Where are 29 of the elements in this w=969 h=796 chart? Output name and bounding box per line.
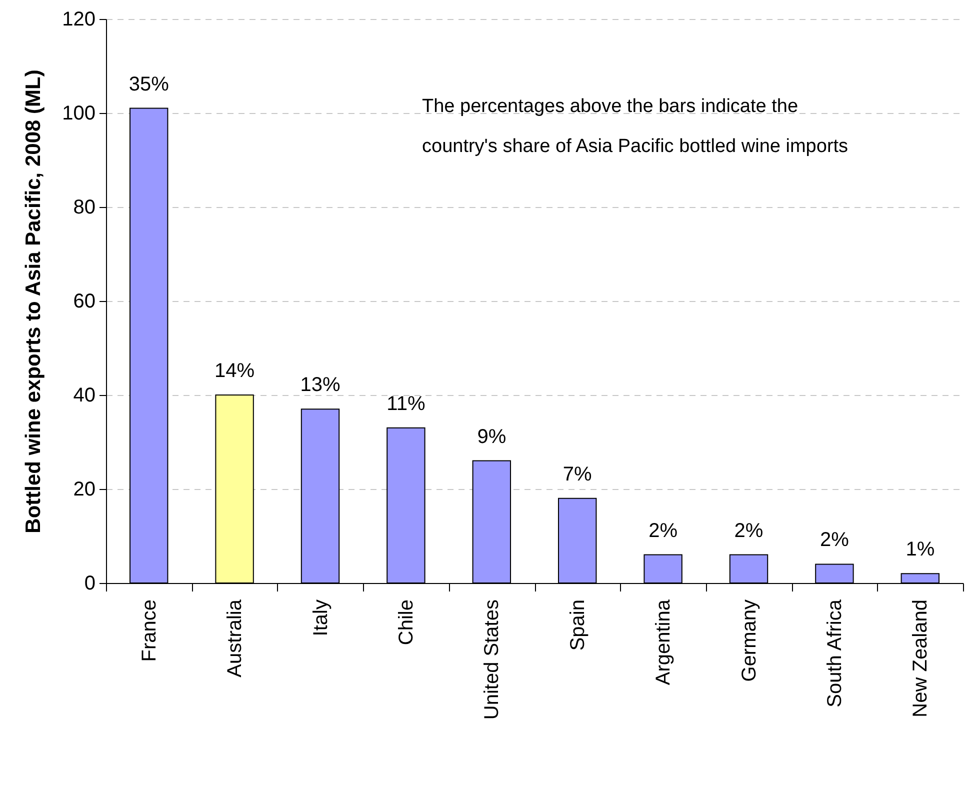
y-tick-label: 40 xyxy=(73,384,96,406)
annotation: 35% xyxy=(128,73,170,96)
y-tick-label: 100 xyxy=(62,102,96,124)
annotation: The percentages above the bars indicate the country's share of Asia Pacific bottled wine imports xyxy=(422,96,848,157)
x-tick-label: New Zealand xyxy=(910,600,932,718)
x-tick-label: Germany xyxy=(738,600,760,682)
x-tick-label: France xyxy=(138,600,160,662)
y-tick-label: 80 xyxy=(73,196,96,218)
y-tick-label: 120 xyxy=(62,8,96,30)
annotation: 9% xyxy=(477,426,506,448)
y-axis-title: Bottled wine exports to Asia Pacific, 2008 (ML) xyxy=(22,70,46,534)
annotation: 2% xyxy=(734,520,764,542)
y-tick-label: 60 xyxy=(73,290,96,312)
annotation: 2% xyxy=(820,529,850,552)
annotation: 14% xyxy=(214,360,255,382)
x-tick-label: Spain xyxy=(566,600,589,651)
x-tick-label: Argentina xyxy=(652,598,675,686)
x-tick-label: Chile xyxy=(395,600,418,646)
x-tick-label: United States xyxy=(481,600,504,720)
y-tick-label: 20 xyxy=(73,478,96,500)
annotation: 7% xyxy=(562,463,592,486)
annotation: 11% xyxy=(386,392,426,415)
annotation: 2% xyxy=(648,520,678,542)
annotation: 1% xyxy=(906,538,935,561)
x-tick-label: South Africa xyxy=(824,598,846,708)
y-tick-label: 0 xyxy=(84,572,96,594)
x-tick-label: Italy xyxy=(310,600,332,636)
annotation: 13% xyxy=(300,374,340,396)
x-tick-label: Australia xyxy=(224,598,246,678)
